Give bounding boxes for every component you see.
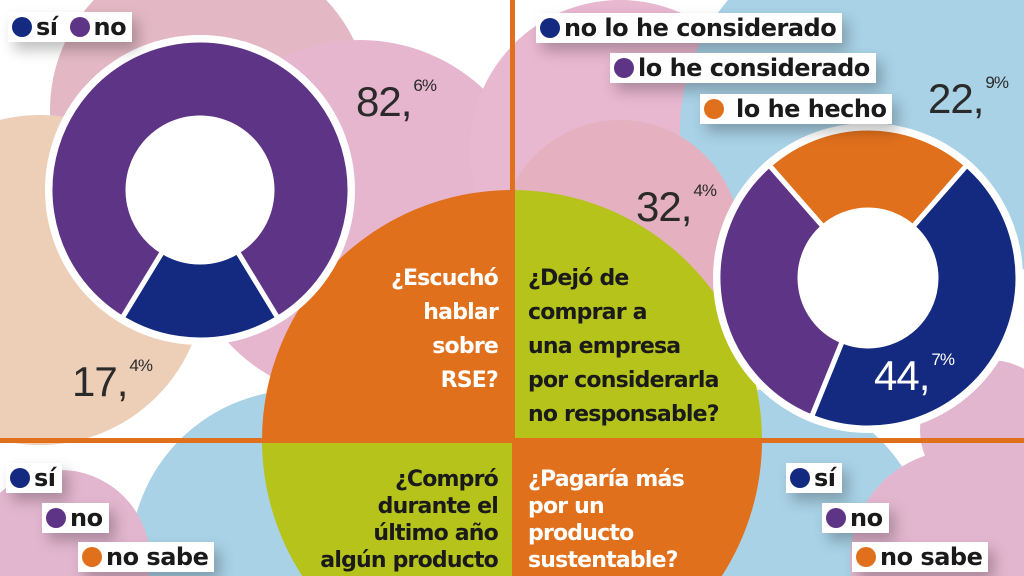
question-compro-producto: ¿Compró durante el último año algún product… (320, 467, 499, 573)
donut-slice-no (47, 37, 353, 322)
legend-item: no sabe (852, 542, 989, 572)
legend-item: no (822, 503, 889, 533)
legend-label: no (70, 504, 103, 532)
legend-item: sí (786, 463, 842, 493)
legend-item: sí (6, 463, 62, 493)
legend-dot (540, 18, 560, 38)
quadrant-top-right (512, 190, 762, 440)
legend-dot (10, 468, 30, 488)
legend-item: no lo he considerado (536, 13, 843, 43)
data-label-considerado-32-4: 32, 4% (636, 181, 717, 230)
legend-item: lo he considerado (610, 53, 876, 83)
legend-label: no (93, 13, 127, 41)
legend-dot (614, 58, 634, 78)
legend-label: no sabe (106, 543, 209, 571)
legend-label: sí (814, 464, 836, 492)
question-pagaria-mas: ¿Pagaría más por un producto sustentable? (528, 467, 685, 573)
question-dejo-comprar: ¿Dejó de comprar a una empresa por consider… (528, 266, 720, 427)
legend-label: no sabe (880, 543, 983, 571)
donut-slice-no-lo-he-considerado (808, 161, 1021, 431)
question-escucho-rse: ¿Escuchó hablar sobre RSE? (390, 266, 499, 393)
legend-dot (790, 468, 810, 488)
quadrant-top-left (262, 190, 512, 440)
legend-item: no (42, 503, 109, 533)
legend-dot (856, 547, 876, 567)
legend-label: lo he hecho (736, 95, 887, 123)
legend-label: no (850, 504, 883, 532)
data-label-no-considerado-44-7: 44, 7% (874, 350, 955, 399)
legend-label: sí (34, 464, 56, 492)
center-circle (262, 190, 762, 576)
legend-item: no sabe (78, 542, 215, 572)
donut-slice-lo-he-hecho (765, 125, 971, 231)
data-label-si-17-4: 17, 4% (72, 356, 153, 405)
legend-dot-si (12, 17, 32, 37)
donut-chart-rse (45, 35, 355, 345)
legend-label: lo he considerado (638, 54, 870, 82)
data-label-hecho-22-9: 22, 9% (928, 73, 1009, 122)
legend-dot (704, 99, 724, 119)
legend-dot-no (69, 17, 90, 37)
legend-rse: sí no (8, 12, 133, 42)
legend-dot (826, 508, 846, 528)
legend-item: lo he hecho (700, 94, 893, 124)
donut-chart-dejo-comprar (713, 123, 1023, 433)
data-label-no-82-6: 82, 6% (356, 76, 437, 125)
donut-slice-sí (118, 248, 282, 343)
vertical-divider (510, 0, 515, 443)
legend-dot (46, 508, 66, 528)
legend-label: sí (36, 13, 58, 41)
legend-label: no lo he considerado (564, 14, 837, 42)
legend-dot (82, 547, 102, 567)
quadrant-bottom-left (262, 440, 512, 576)
donut-slice-lo-he-considerado (715, 161, 846, 421)
quadrant-bottom-right (512, 440, 762, 576)
horizontal-divider (0, 438, 1024, 443)
